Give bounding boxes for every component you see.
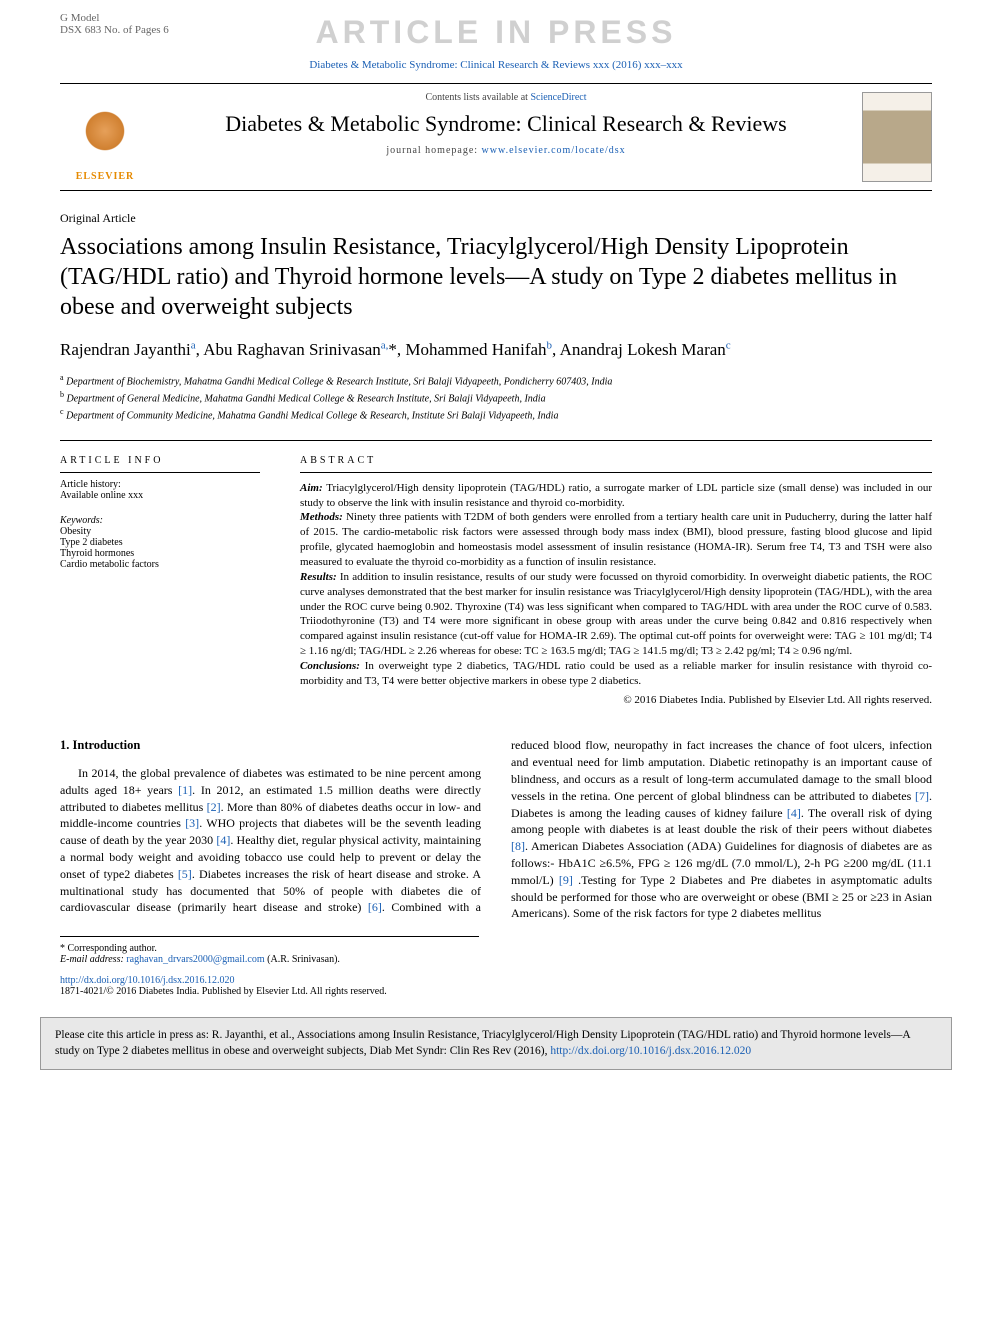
info-abstract-row: ARTICLE INFO Article history: Available …	[60, 440, 932, 708]
doi-link[interactable]: http://dx.doi.org/10.1016/j.dsx.2016.12.…	[60, 975, 235, 986]
cite-doi-link[interactable]: http://dx.doi.org/10.1016/j.dsx.2016.12.…	[550, 1045, 751, 1057]
ref-link[interactable]: [9]	[559, 873, 573, 887]
body-text: 1. Introduction In 2014, the global prev…	[60, 737, 932, 922]
keyword: Obesity	[60, 526, 260, 537]
history-label: Article history:	[60, 479, 260, 490]
keywords-list: ObesityType 2 diabetesThyroid hormonesCa…	[60, 526, 260, 570]
info-heading: ARTICLE INFO	[60, 455, 260, 473]
email-attribution: (A.R. Srinivasan).	[265, 954, 340, 965]
journal-cover-thumb	[862, 92, 932, 182]
keyword: Cardio metabolic factors	[60, 559, 260, 570]
ref-link[interactable]: [1]	[178, 783, 192, 797]
publisher-name: ELSEVIER	[76, 171, 135, 182]
ref-link[interactable]: [6]	[368, 900, 382, 914]
history-value: Available online xxx	[60, 490, 260, 501]
contents-line: Contents lists available at ScienceDirec…	[162, 92, 850, 103]
authors: Rajendran Jayanthia, Abu Raghavan Sriniv…	[60, 338, 932, 362]
ref-link[interactable]: [3]	[185, 816, 199, 830]
footnotes: * Corresponding author. E-mail address: …	[60, 936, 479, 965]
email-line: E-mail address: raghavan_drvars2000@gmai…	[60, 954, 479, 965]
affiliation: b Department of General Medicine, Mahatm…	[60, 389, 932, 406]
results-label: Results:	[300, 571, 337, 583]
methods-text: Ninety three patients with T2DM of both …	[300, 511, 932, 568]
abstract-heading: ABSTRACT	[300, 455, 932, 473]
keywords-block: Keywords: ObesityType 2 diabetesThyroid …	[60, 515, 260, 570]
journal-reference: Diabetes & Metabolic Syndrome: Clinical …	[0, 51, 992, 83]
homepage-line: journal homepage: www.elsevier.com/locat…	[162, 145, 850, 156]
journal-name: Diabetes & Metabolic Syndrome: Clinical …	[162, 111, 850, 137]
contents-prefix: Contents lists available at	[425, 92, 530, 103]
article-content: Original Article Associations among Insu…	[0, 211, 992, 965]
abstract-copyright: © 2016 Diabetes India. Published by Else…	[300, 693, 932, 708]
email-label: E-mail address:	[60, 954, 126, 965]
keywords-label: Keywords:	[60, 515, 260, 526]
conclusions-label: Conclusions:	[300, 660, 360, 672]
publisher-logo: ELSEVIER	[60, 92, 150, 182]
elsevier-tree-icon	[75, 107, 135, 167]
conclusions-text: In overweight type 2 diabetics, TAG/HDL …	[300, 660, 932, 687]
intro-paragraph: In 2014, the global prevalence of diabet…	[60, 737, 932, 922]
masthead-center: Contents lists available at ScienceDirec…	[150, 92, 862, 182]
corresponding-author-label: * Corresponding author.	[60, 943, 479, 954]
affiliation: a Department of Biochemistry, Mahatma Ga…	[60, 372, 932, 389]
article-title: Associations among Insulin Resistance, T…	[60, 232, 932, 322]
section-heading: 1. Introduction	[60, 737, 481, 755]
cite-text: Please cite this article in press as: R.…	[55, 1029, 910, 1057]
doi-block: http://dx.doi.org/10.1016/j.dsx.2016.12.…	[0, 975, 992, 997]
results-text: In addition to insulin resistance, resul…	[300, 571, 932, 657]
ref-link[interactable]: [2]	[207, 800, 221, 814]
sciencedirect-link[interactable]: ScienceDirect	[530, 92, 586, 103]
keyword: Type 2 diabetes	[60, 537, 260, 548]
ref-link[interactable]: [5]	[178, 867, 192, 881]
abstract-body: Aim: Triacylglycerol/High density lipopr…	[300, 481, 932, 708]
aim-text: Triacylglycerol/High density lipoprotein…	[300, 482, 932, 509]
affiliation: c Department of Community Medicine, Maha…	[60, 406, 932, 423]
abstract: ABSTRACT Aim: Triacylglycerol/High densi…	[300, 455, 932, 708]
aim-label: Aim:	[300, 482, 323, 494]
article-history: Article history: Available online xxx	[60, 479, 260, 501]
ref-link[interactable]: [4]	[787, 806, 801, 820]
email-link[interactable]: raghavan_drvars2000@gmail.com	[126, 954, 264, 965]
homepage-link[interactable]: www.elsevier.com/locate/dsx	[482, 145, 626, 156]
article-type: Original Article	[60, 211, 932, 226]
methods-label: Methods:	[300, 511, 343, 523]
ref-link[interactable]: [8]	[511, 839, 525, 853]
affiliations: a Department of Biochemistry, Mahatma Ga…	[60, 372, 932, 424]
homepage-prefix: journal homepage:	[386, 145, 481, 156]
masthead: ELSEVIER Contents lists available at Sci…	[60, 83, 932, 191]
ref-link[interactable]: [4]	[216, 833, 230, 847]
article-info: ARTICLE INFO Article history: Available …	[60, 455, 260, 708]
ref-link[interactable]: [7]	[915, 789, 929, 803]
citation-box: Please cite this article in press as: R.…	[40, 1017, 952, 1070]
issn-line: 1871-4021/© 2016 Diabetes India. Publish…	[60, 986, 932, 997]
keyword: Thyroid hormones	[60, 548, 260, 559]
